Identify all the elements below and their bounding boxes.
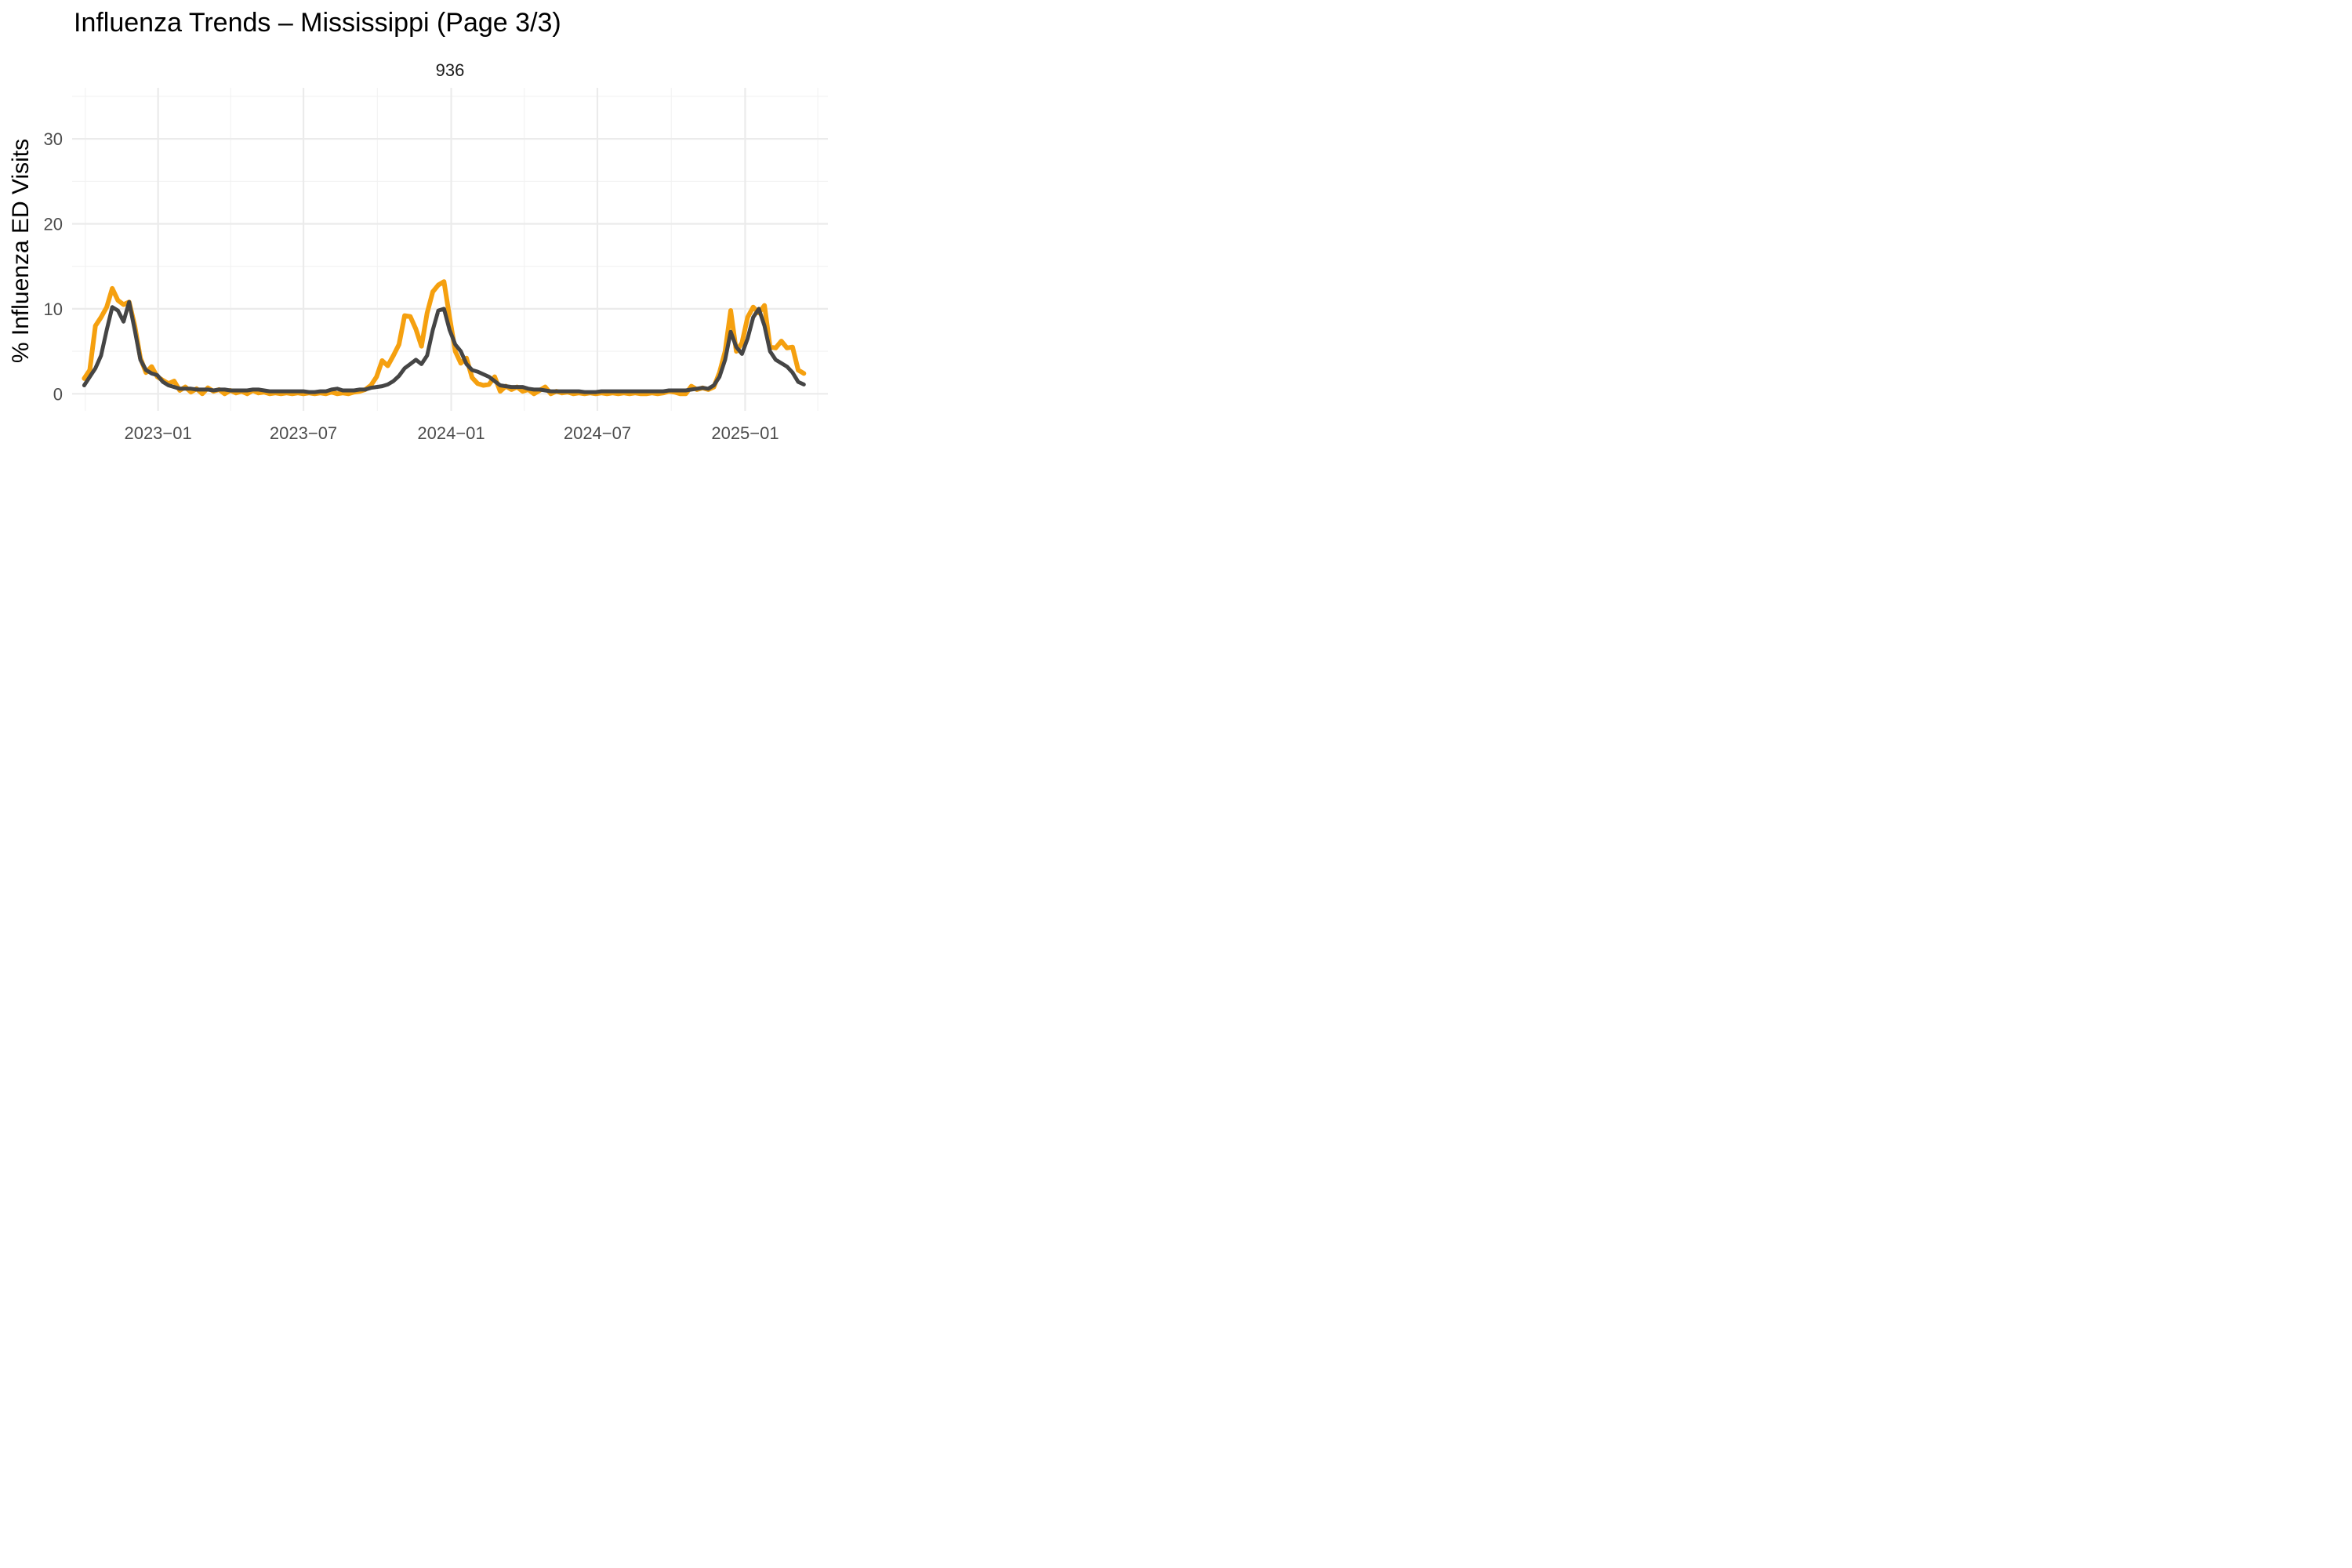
- gridlines: [72, 88, 828, 411]
- y-tick-label: 10: [44, 299, 63, 319]
- y-tick-label: 0: [53, 384, 63, 404]
- x-tick-label: 2023−01: [124, 423, 191, 443]
- series-line-2: [82, 299, 806, 394]
- x-tick-label: 2025−01: [711, 423, 779, 443]
- series-line-1: [82, 279, 807, 397]
- chart-title: Influenza Trends – Mississippi (Page 3/3…: [74, 8, 561, 38]
- x-tick-label: 2024−07: [564, 423, 631, 443]
- series-lines: [82, 279, 807, 397]
- axis-ticks: 0 10 20 30 2023−01 2023−07 2024−01 2024−07 2025−…: [44, 129, 779, 443]
- y-tick-label: 20: [44, 214, 63, 234]
- y-tick-label: 30: [44, 129, 63, 149]
- x-tick-label: 2024−01: [417, 423, 485, 443]
- y-axis-title: % Influenza ED Visits: [8, 139, 34, 363]
- x-tick-label: 2023−07: [270, 423, 337, 443]
- panel-label: 936: [436, 60, 465, 80]
